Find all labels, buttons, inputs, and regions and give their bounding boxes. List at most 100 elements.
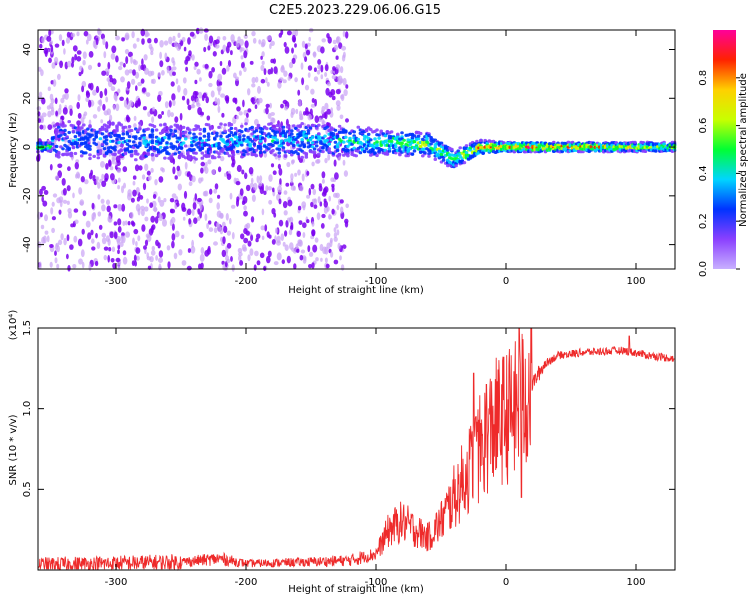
spectrogram-cell <box>166 65 170 74</box>
spectrogram-cell <box>36 106 42 111</box>
spectrogram-cell <box>307 65 313 71</box>
spectrogram-cell <box>244 40 249 49</box>
spectrogram-cell <box>321 38 327 43</box>
spectrogram-cell <box>98 149 103 153</box>
spectrogram-cell <box>204 33 209 41</box>
spectrogram-cell <box>369 128 373 132</box>
spectrogram-cell <box>151 116 155 123</box>
spectrogram-cell <box>239 260 244 266</box>
spectrogram-cell <box>328 213 331 220</box>
spectrogram-cell <box>91 246 96 251</box>
spectrogram-cell <box>73 208 79 213</box>
spectrogram-cell <box>179 146 184 150</box>
spectrogram-cell <box>333 259 339 265</box>
spectrogram-cell <box>158 250 164 258</box>
spectrogram-cell <box>51 62 56 69</box>
spectrogram-cell <box>96 156 101 160</box>
spectrogram-cell <box>80 249 85 258</box>
spectrogram-cell <box>154 142 159 146</box>
spectrogram-cell <box>325 232 331 238</box>
spectrogram-cell <box>217 125 221 129</box>
spectrogram-cell <box>277 81 282 89</box>
spectrogram-cell <box>265 103 270 108</box>
spectrogram-cell <box>223 123 227 127</box>
spectrogram-cell <box>373 151 377 155</box>
spectrogram-cell <box>92 114 98 119</box>
spectrogram-cell <box>227 154 232 158</box>
spectrogram-cell <box>225 139 230 143</box>
colorbar-tick-label: 0.0 <box>698 261 709 277</box>
spectrogram-cell <box>77 238 83 247</box>
colorbar-tick-label: 0.2 <box>698 213 709 229</box>
spectrogram-cell <box>241 169 245 175</box>
spectrogram-cell <box>205 96 209 104</box>
spectrogram-cell <box>46 235 50 243</box>
spectrogram-cell <box>239 38 244 46</box>
spectrogram-cell <box>134 158 138 162</box>
spectrogram-cell <box>61 178 66 186</box>
spectrogram-cell <box>49 164 53 171</box>
spectrogram-cell <box>330 177 335 182</box>
spectrogram-cell <box>150 250 156 256</box>
spectrogram-cell <box>243 210 248 217</box>
spectrogram-cell <box>126 116 131 123</box>
spectrogram-cell <box>123 63 126 68</box>
spectrogram-cell <box>63 237 67 246</box>
spectrogram-cell <box>41 97 46 105</box>
spectrogram-cell <box>299 116 304 121</box>
spectrogram-cell <box>235 115 239 120</box>
spectrogram-cell <box>84 151 88 155</box>
spectrogram-cell <box>319 140 323 144</box>
spectrogram-cell <box>115 137 119 141</box>
spectrogram-cell <box>265 107 269 115</box>
spectrogram-cell <box>278 219 284 227</box>
spectrogram-cell <box>129 211 134 219</box>
spectrogram-cell <box>340 264 345 271</box>
spectrogram-cell <box>223 129 227 133</box>
spectrogram-cell <box>109 114 113 122</box>
spectrogram-cell <box>339 199 344 204</box>
spectrogram-cell <box>159 40 164 48</box>
spectrogram-cell <box>74 219 79 225</box>
spectrogram-cell <box>116 238 121 246</box>
spectrogram-cell <box>124 48 130 55</box>
spectrogram-cell <box>535 141 539 145</box>
spectrogram-cell <box>256 175 260 183</box>
spectrogram-cell <box>291 247 295 252</box>
spectrogram-cell <box>87 64 93 71</box>
spectrogram-cell <box>135 247 141 254</box>
spectrogram-cell <box>194 151 198 155</box>
spectrogram-cell <box>320 109 325 115</box>
spectrogram-cell <box>263 137 267 143</box>
spectrogram-y-ticks: -40 -20 0 20 40 <box>22 43 675 253</box>
spectrogram-cell <box>54 56 59 64</box>
spectrogram-cell <box>396 132 400 136</box>
spectrogram-cell <box>211 169 216 175</box>
spectrogram-cell <box>267 132 271 136</box>
spectrogram-cell <box>181 36 186 43</box>
spectrogram-cell <box>174 230 180 238</box>
spectrogram-cell <box>198 27 204 34</box>
spectrogram-cell <box>97 106 101 112</box>
spectrogram-cell <box>260 136 265 140</box>
spectrogram-cell <box>66 60 72 68</box>
spectrogram-cell <box>152 106 155 112</box>
spectrogram-cell <box>293 263 297 270</box>
spectrogram-cell <box>106 121 111 125</box>
spectrogram-cell <box>446 158 450 162</box>
spectrogram-cell <box>307 245 311 253</box>
spectrogram-cell <box>77 112 82 119</box>
spectrogram-cell <box>168 100 172 108</box>
spectrogram-cell <box>76 56 82 62</box>
spectrogram-cell <box>133 123 137 129</box>
spectrogram-cell <box>252 182 258 191</box>
spectrogram-cell <box>88 144 92 148</box>
spectrogram-cell <box>85 220 91 228</box>
spectrogram-cell <box>275 130 280 134</box>
spectrogram-cell <box>230 50 233 56</box>
spectrogram-cell <box>337 124 342 128</box>
spectrogram-cell <box>464 144 469 148</box>
spectrogram-cell <box>206 135 211 139</box>
spectrogram-cell <box>169 142 173 146</box>
